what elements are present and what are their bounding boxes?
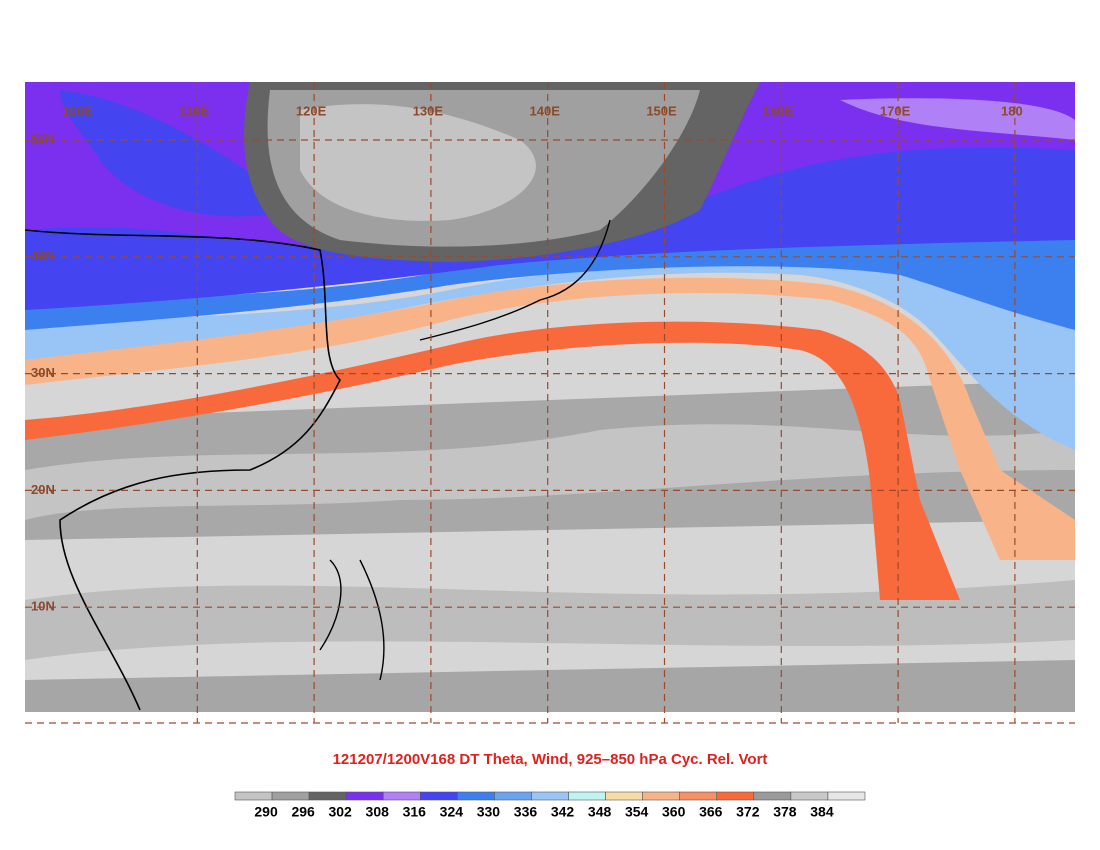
colorbar-swatch — [457, 791, 495, 801]
colorbar-label: 378 — [773, 804, 797, 820]
colorbar-label: 342 — [551, 804, 575, 820]
lon-label: 110E — [179, 103, 209, 118]
colorbar-swatch — [642, 791, 681, 801]
colorbar-label: 308 — [366, 804, 390, 820]
graticule: 100E 110E 120E 130E 140E 150E 160E 170E 180 50N 40… — [25, 82, 1075, 724]
colorbar-swatch — [308, 791, 347, 801]
colorbar-swatch — [753, 791, 792, 801]
colorbar: 290 296 302 308 316 324 330 336 342 348 354 360 366 3… — [234, 791, 866, 820]
colorbar-label: 372 — [736, 804, 760, 820]
lon-label: 170E — [880, 103, 911, 118]
colorbar-label: 296 — [291, 804, 315, 820]
lon-label: 140E — [530, 103, 561, 118]
colorbar-label: 336 — [514, 804, 538, 820]
colorbar-swatch — [568, 791, 606, 801]
lon-label: 130E — [413, 103, 444, 118]
lon-label: 120E — [296, 103, 327, 118]
colorbar-label: 316 — [403, 804, 427, 820]
colorbar-swatch — [716, 791, 755, 801]
colorbar-label: 324 — [440, 804, 464, 820]
colorbar-label: 360 — [662, 804, 686, 820]
colorbar-swatch — [382, 791, 421, 801]
colorbar-swatch — [679, 791, 718, 801]
colorbar-label: 290 — [254, 804, 278, 820]
lon-label: 180 — [1001, 103, 1023, 118]
colorbar-swatch — [234, 791, 273, 801]
colorbar-swatch — [790, 791, 829, 801]
colorbar-swatch — [531, 791, 569, 801]
colorbar-swatch — [419, 791, 458, 801]
colorbar-swatch — [605, 791, 643, 801]
lon-label: 160E — [763, 103, 794, 118]
map-field — [25, 82, 1075, 723]
lat-label: 10N — [31, 599, 55, 614]
colorbar-label: 330 — [477, 804, 501, 820]
lat-label: 50N — [31, 131, 55, 146]
colorbar-swatch — [345, 791, 384, 801]
colorbar-label: 302 — [328, 804, 352, 820]
colorbar-label: 366 — [699, 804, 723, 820]
map-title: 121207/1200V168 DT Theta, Wind, 925–850 … — [333, 751, 768, 768]
lon-label: 150E — [646, 103, 677, 118]
colorbar-label: 354 — [625, 804, 649, 820]
colorbar-label: 384 — [810, 804, 834, 820]
colorbar-label: 348 — [588, 804, 612, 820]
lat-label: 30N — [31, 365, 55, 380]
colorbar-swatch — [827, 791, 866, 801]
lat-label: 40N — [31, 248, 55, 263]
colorbar-swatch — [271, 791, 310, 801]
lon-label: 100E — [62, 103, 93, 118]
lat-label: 20N — [31, 482, 55, 497]
colorbar-swatch — [494, 791, 532, 801]
